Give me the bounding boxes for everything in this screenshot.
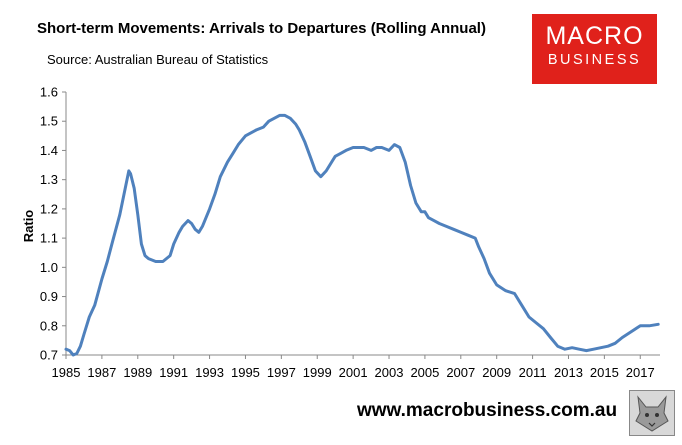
x-tick-label: 2013 [554,365,583,380]
x-tick-label: 1999 [303,365,332,380]
y-tick-label: 1.5 [40,114,58,129]
y-tick-label: 1.6 [40,85,58,100]
x-tick-label: 1991 [159,365,188,380]
y-tick-label: 1.3 [40,172,58,187]
x-tick-label: 2005 [410,365,439,380]
x-tick-label: 1995 [231,365,260,380]
plot-area [65,92,660,356]
source-note: Source: Australian Bureau of Statistics [47,52,269,67]
x-tick-label: 2001 [339,365,368,380]
x-tick-label: 2009 [482,365,511,380]
x-tick-label: 2007 [446,365,475,380]
macrobusiness-logo: MACRO BUSINESS [532,14,657,84]
y-tick-label: 1.0 [40,260,58,275]
y-tick-label: 0.7 [40,348,58,363]
x-tick-label: 2017 [626,365,655,380]
x-tick-label: 1993 [195,365,224,380]
logo-line-2: BUSINESS [547,52,642,68]
x-tick-label: 1989 [123,365,152,380]
x-tick-label: 2015 [590,365,619,380]
y-tick-label: 0.9 [40,289,58,304]
website-url[interactable]: www.macrobusiness.com.au [357,400,618,421]
y-tick-label: 1.2 [40,201,58,216]
wolf-icon-graphic [635,395,669,432]
series-line [64,113,660,357]
wolf-icon [629,390,675,436]
y-tick-label: 1.4 [40,143,58,158]
logo-line-1: MACRO [545,22,644,50]
x-tick-label: 1987 [87,365,116,380]
chart-title: Short-term Movements: Arrivals to Depart… [37,20,486,37]
x-axis-ticks: 1985 1987 1989 1991 1993 1995 1997 1999 2001 2003… [52,355,655,380]
y-axis-ticks: 0.7 0.8 0.9 1.0 1.1 1.2 1.3 1.4 1.5 1.6 [40,85,66,363]
x-tick-label: 1997 [267,365,296,380]
y-axis-label: Ratio [21,210,36,243]
x-tick-label: 1985 [52,365,81,380]
y-tick-label: 0.8 [40,318,58,333]
y-tick-label: 1.1 [40,231,58,246]
x-tick-label: 2003 [375,365,404,380]
x-tick-label: 2011 [519,365,547,380]
